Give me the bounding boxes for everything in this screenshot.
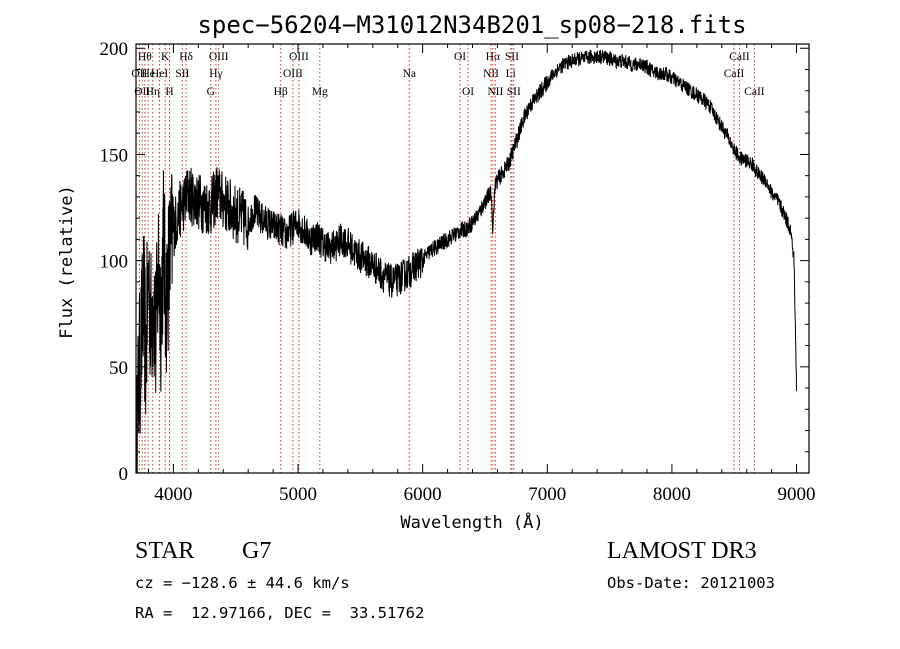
y-tick-label: 200 bbox=[100, 39, 129, 60]
spectral-line-label: NII bbox=[487, 86, 503, 98]
spectral-line-label: HeI bbox=[151, 68, 168, 80]
spectral-line-label: Hδ bbox=[179, 51, 193, 63]
x-tick-label: 7000 bbox=[528, 484, 566, 505]
spectral-line-label: OII bbox=[134, 86, 150, 98]
x-tick-label: 8000 bbox=[653, 484, 691, 505]
spectral-line-label: Hη bbox=[146, 86, 160, 98]
spectral-line-label: OI bbox=[462, 86, 474, 98]
axis-ticks: 4000 5000 6000 7000 8000 9000 0 50 100 150 200 bbox=[100, 39, 816, 505]
spectral-line-label: Li bbox=[506, 68, 516, 80]
spectral-line-label: Na bbox=[403, 68, 416, 80]
survey-name: LAMOST DR3 bbox=[607, 538, 757, 564]
spectral-line-markers: OIIOIIHθHeHηHeIKHSIIHδGHγOIIIHβOIIIOIIIM… bbox=[131, 44, 765, 473]
spectral-line-label: Hα bbox=[486, 51, 500, 63]
spectrum-chart: spec−56204−M31012N34B201_sp08−218.fits O… bbox=[57, 11, 816, 533]
y-tick-label: 100 bbox=[100, 252, 129, 273]
spectral-line-label: SII bbox=[175, 68, 189, 80]
spectral-line-label: CaII bbox=[729, 51, 750, 63]
spectral-line-label: OIII bbox=[283, 68, 303, 80]
observation-date: Obs-Date: 20121003 bbox=[607, 574, 775, 592]
plot-frame bbox=[135, 43, 810, 474]
spectral-line-label: OIII bbox=[289, 51, 309, 63]
x-axis-label: Wavelength (Å) bbox=[400, 511, 543, 533]
spectral-line-label: SII bbox=[507, 86, 521, 98]
redshift-info: cz = −128.6 ± 44.6 km/s bbox=[135, 574, 350, 592]
spectral-line-label: OI bbox=[454, 51, 466, 63]
y-axis-label: Flux (relative) bbox=[57, 185, 77, 339]
object-subclass: G7 bbox=[242, 538, 272, 564]
spectrum-series bbox=[135, 49, 797, 474]
spectral-line-label: K bbox=[161, 51, 170, 63]
spectral-line-label: NII bbox=[483, 68, 499, 80]
spectral-line-label: G bbox=[207, 86, 215, 98]
x-tick-label: 4000 bbox=[154, 484, 192, 505]
spectral-line-label: SII bbox=[505, 51, 519, 63]
x-tick-label: 5000 bbox=[279, 484, 317, 505]
x-tick-label: 6000 bbox=[404, 484, 442, 505]
y-tick-label: 50 bbox=[109, 358, 128, 379]
spectral-line-label: H bbox=[165, 86, 173, 98]
coordinates: RA = 12.97166, DEC = 33.51762 bbox=[135, 604, 425, 622]
y-tick-label: 150 bbox=[100, 145, 129, 166]
spectral-line-label: Mg bbox=[312, 86, 328, 98]
object-class: STAR bbox=[135, 538, 195, 564]
spectral-line-label: CaII bbox=[724, 68, 745, 80]
spectral-line-label: Hθ bbox=[138, 51, 152, 63]
x-tick-label: 9000 bbox=[778, 484, 816, 505]
spectral-line-label: CaII bbox=[744, 86, 765, 98]
spectral-line-label: He bbox=[142, 68, 155, 80]
y-tick-label: 0 bbox=[119, 464, 129, 485]
chart-title: spec−56204−M31012N34B201_sp08−218.fits bbox=[197, 11, 746, 39]
spectrum-line bbox=[135, 49, 797, 474]
spectral-line-label: Hβ bbox=[274, 86, 288, 98]
spectral-line-label: Hγ bbox=[209, 68, 222, 80]
spectral-line-label: OIII bbox=[209, 51, 229, 63]
